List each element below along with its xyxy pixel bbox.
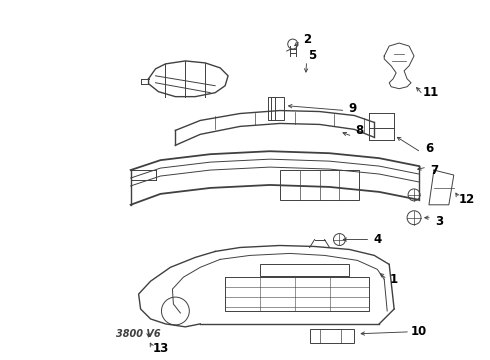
Bar xyxy=(280,170,359,200)
Text: 3: 3 xyxy=(435,215,443,228)
Text: 1: 1 xyxy=(390,273,398,286)
Bar xyxy=(260,264,349,276)
Text: 12: 12 xyxy=(459,193,475,206)
Text: 2: 2 xyxy=(304,33,312,46)
Text: 13: 13 xyxy=(152,342,169,355)
Bar xyxy=(310,329,354,343)
Text: 9: 9 xyxy=(348,102,357,115)
Text: 4: 4 xyxy=(373,233,381,246)
Text: 10: 10 xyxy=(411,325,427,338)
Text: 5: 5 xyxy=(309,49,317,63)
Text: 8: 8 xyxy=(355,124,364,137)
Text: 6: 6 xyxy=(425,142,433,155)
Text: 3800 V6: 3800 V6 xyxy=(116,329,160,339)
Text: 7: 7 xyxy=(430,163,438,176)
Bar xyxy=(268,96,284,121)
Text: 11: 11 xyxy=(423,86,439,99)
